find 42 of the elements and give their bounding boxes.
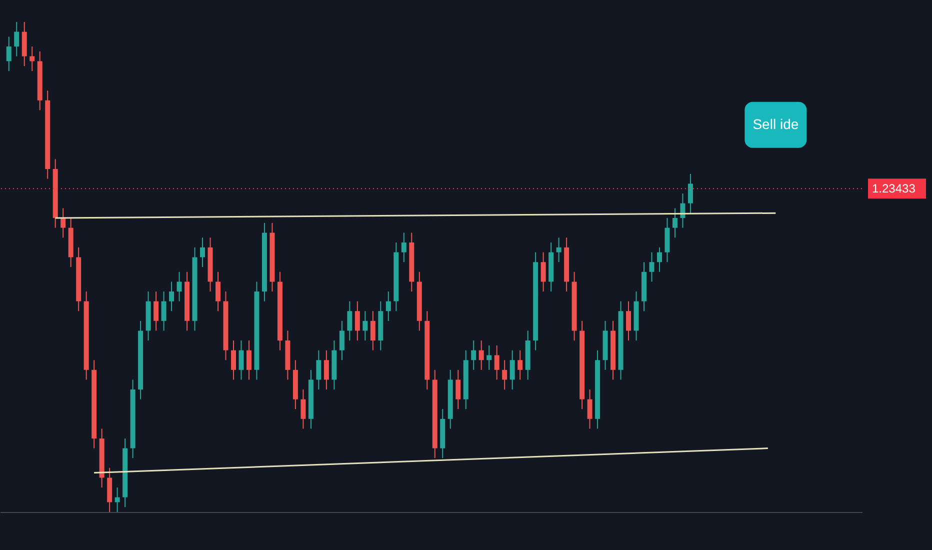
candlestick	[114, 487, 120, 512]
candlestick	[456, 369, 461, 410]
candlestick	[486, 344, 492, 370]
candlestick	[176, 271, 182, 302]
candlestick	[316, 350, 322, 390]
candlestick	[401, 232, 406, 263]
candlestick	[656, 246, 662, 272]
candlestick	[246, 340, 252, 380]
candlestick	[169, 281, 174, 312]
candlestick	[154, 291, 159, 332]
candlestick	[478, 340, 484, 370]
candlestick	[502, 360, 508, 390]
candlestick	[518, 350, 523, 380]
candlestick	[649, 252, 654, 282]
candlestick	[216, 271, 220, 312]
candlestick	[300, 389, 306, 430]
candlestick	[14, 22, 20, 57]
candlestick	[200, 237, 206, 268]
candlestick	[354, 300, 360, 341]
candlestick	[60, 208, 66, 238]
candlestick	[556, 237, 562, 263]
candlestick	[626, 300, 632, 341]
candlestick	[347, 300, 352, 341]
candlestick	[362, 310, 368, 341]
candlestick	[370, 310, 376, 351]
text: 1.23433	[872, 182, 916, 196]
candlestick	[471, 340, 476, 370]
candlestick	[30, 46, 35, 72]
candlestick	[230, 340, 236, 380]
candlestick	[688, 173, 693, 214]
candlestick	[339, 320, 344, 361]
candlestick	[6, 36, 12, 72]
candlestick	[324, 350, 329, 390]
candlestick	[540, 252, 546, 292]
candlestick	[238, 340, 244, 380]
candlestick	[587, 389, 592, 430]
annotation: Sell ide	[752, 116, 799, 132]
candlestick	[386, 291, 391, 322]
candlestick	[672, 208, 678, 238]
candlestick	[161, 291, 166, 332]
candlestick	[494, 344, 500, 380]
candlestick	[510, 350, 515, 390]
